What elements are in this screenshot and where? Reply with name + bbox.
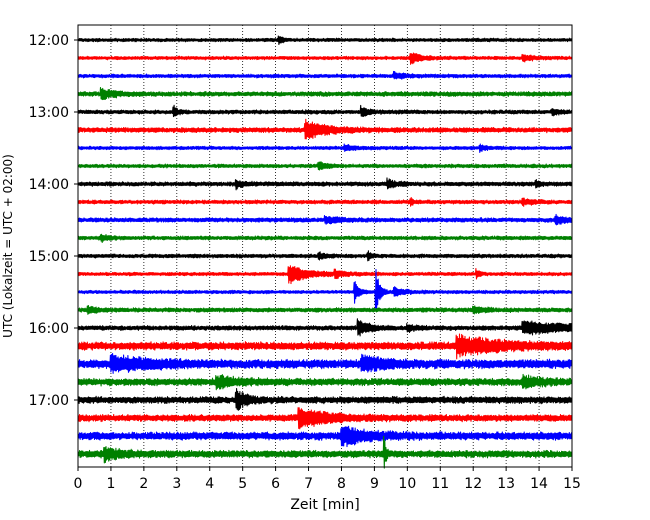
trace-row-6 bbox=[77, 143, 573, 153]
trace-row-17 bbox=[77, 333, 573, 360]
y-axis-label: UTC (Lokalzeit = UTC + 02:00) bbox=[1, 154, 15, 338]
y-tick-label: 13:00 bbox=[29, 105, 69, 121]
trace-row-8 bbox=[77, 177, 573, 191]
x-tick-label: 3 bbox=[172, 476, 181, 492]
x-tick-label: 13 bbox=[497, 476, 515, 492]
seismogram-traces bbox=[77, 35, 573, 469]
x-axis-label: Zeit [min] bbox=[290, 497, 359, 513]
x-tick-label: 14 bbox=[530, 476, 548, 492]
trace-row-13 bbox=[77, 265, 573, 285]
trace-row-3 bbox=[77, 86, 573, 101]
trace-row-0 bbox=[77, 35, 573, 46]
x-tick-label: 12 bbox=[464, 476, 482, 492]
trace-row-11 bbox=[77, 233, 573, 243]
trace-row-16 bbox=[77, 318, 573, 337]
trace-row-9 bbox=[77, 196, 573, 207]
x-tick-label: 2 bbox=[139, 476, 148, 492]
x-tick-label: 11 bbox=[431, 476, 449, 492]
trace-row-7 bbox=[77, 161, 573, 171]
y-tick-label: 12:00 bbox=[29, 33, 69, 49]
x-axis: 0 1 2 3 4 5 6 7 8 9 10 11 12 13 14 15 bbox=[74, 467, 581, 492]
x-tick-label: 5 bbox=[238, 476, 247, 492]
trace-row-4 bbox=[77, 104, 573, 118]
trace-row-1 bbox=[77, 52, 573, 65]
plot-frame bbox=[77, 24, 573, 468]
trace-row-21 bbox=[77, 407, 573, 430]
y-axis: 12:00 13:00 14:00 15:00 16:00 17:00 bbox=[29, 33, 78, 409]
x-tick-label: 7 bbox=[304, 476, 313, 492]
x-tick-label: 10 bbox=[398, 476, 416, 492]
trace-row-20 bbox=[77, 388, 573, 411]
trace-row-19 bbox=[77, 373, 573, 391]
trace-row-15 bbox=[77, 304, 573, 315]
y-tick-label: 16:00 bbox=[29, 321, 69, 337]
x-tick-label: 9 bbox=[370, 476, 379, 492]
trace-row-22 bbox=[77, 425, 573, 448]
x-tick-label: 6 bbox=[271, 476, 280, 492]
trace-row-5 bbox=[77, 118, 573, 140]
trace-row-10 bbox=[77, 213, 573, 226]
x-tick-label: 1 bbox=[106, 476, 115, 492]
trace-row-18 bbox=[77, 353, 573, 374]
trace-row-14 bbox=[77, 268, 573, 312]
trace-row-2 bbox=[77, 70, 573, 80]
y-tick-label: 14:00 bbox=[29, 177, 69, 193]
x-tick-label: 4 bbox=[205, 476, 214, 492]
x-tick-label: 8 bbox=[337, 476, 346, 492]
x-tick-label: 15 bbox=[563, 476, 581, 492]
x-tick-label: 0 bbox=[74, 476, 83, 492]
trace-row-12 bbox=[77, 250, 573, 262]
trace-row-23 bbox=[77, 435, 573, 469]
y-tick-label: 15:00 bbox=[29, 249, 69, 265]
y-tick-label: 17:00 bbox=[29, 393, 69, 409]
